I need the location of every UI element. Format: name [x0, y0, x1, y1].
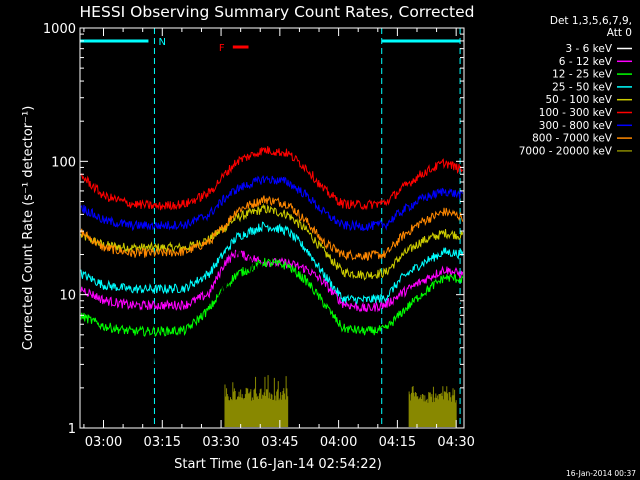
- legend-label: 3 - 6 keV: [565, 43, 612, 55]
- timestamp: 16-Jan-2014 00:37: [566, 469, 636, 478]
- flag-label: N: [158, 37, 165, 48]
- legend-label: 12 - 25 keV: [552, 69, 613, 81]
- x-tick-label: 03:00: [85, 435, 122, 450]
- flag-label: F: [219, 43, 225, 54]
- x-tick-label: 04:15: [379, 435, 416, 450]
- legend-label: 300 - 800 keV: [539, 120, 613, 132]
- x-tick-label: 03:15: [144, 435, 181, 450]
- legend-label: 25 - 50 keV: [552, 81, 613, 93]
- series-line-6-12keV: [80, 249, 464, 313]
- y-tick-label: 10: [59, 289, 76, 304]
- y-axis-label: Corrected Count Rate (s⁻¹ detector⁻¹): [21, 106, 36, 351]
- legend-label: 50 - 100 keV: [545, 94, 612, 106]
- y-tick-label: 1: [68, 422, 76, 437]
- x-axis-label: Start Time (16-Jan-14 02:54:22): [174, 457, 382, 472]
- plot-frame: [79, 27, 465, 429]
- x-tick-label: 04:00: [320, 435, 357, 450]
- series-line-3-6keV: [80, 251, 464, 369]
- series-line-300-800keV: [80, 175, 464, 232]
- x-tick-label: 03:30: [202, 435, 239, 450]
- legend-label: 7000 - 20000 keV: [519, 145, 613, 157]
- legend-label: 800 - 7000 keV: [532, 133, 613, 145]
- series-line-25-50keV: [80, 221, 464, 306]
- y-tick-label: 100: [51, 155, 76, 170]
- x-tick-label: 04:30: [437, 435, 474, 450]
- series-bursts-7000-20000keV: [224, 375, 457, 427]
- x-tick-label: 03:45: [261, 435, 298, 450]
- axes: 1 10 100 1000 03:00 03:15 03:30 03:45 04:00 04:15…: [43, 22, 475, 450]
- series-line-12-25keV: [80, 257, 464, 338]
- series-layer: [80, 146, 464, 427]
- series-line-800-7000keV: [80, 195, 464, 261]
- legend-label: 100 - 300 keV: [539, 107, 613, 119]
- series-line-100-300keV: [80, 146, 464, 211]
- series-line-50-100keV: [80, 202, 464, 281]
- detector-info-line: Det 1,3,5,6,7,9,: [550, 15, 632, 27]
- y-tick-label: 1000: [43, 22, 76, 37]
- legend-label: 6 - 12 keV: [559, 56, 613, 68]
- detector-info-line: Att 0: [607, 27, 632, 39]
- chart-title: HESSI Observing Summary Count Rates, Cor…: [80, 3, 475, 21]
